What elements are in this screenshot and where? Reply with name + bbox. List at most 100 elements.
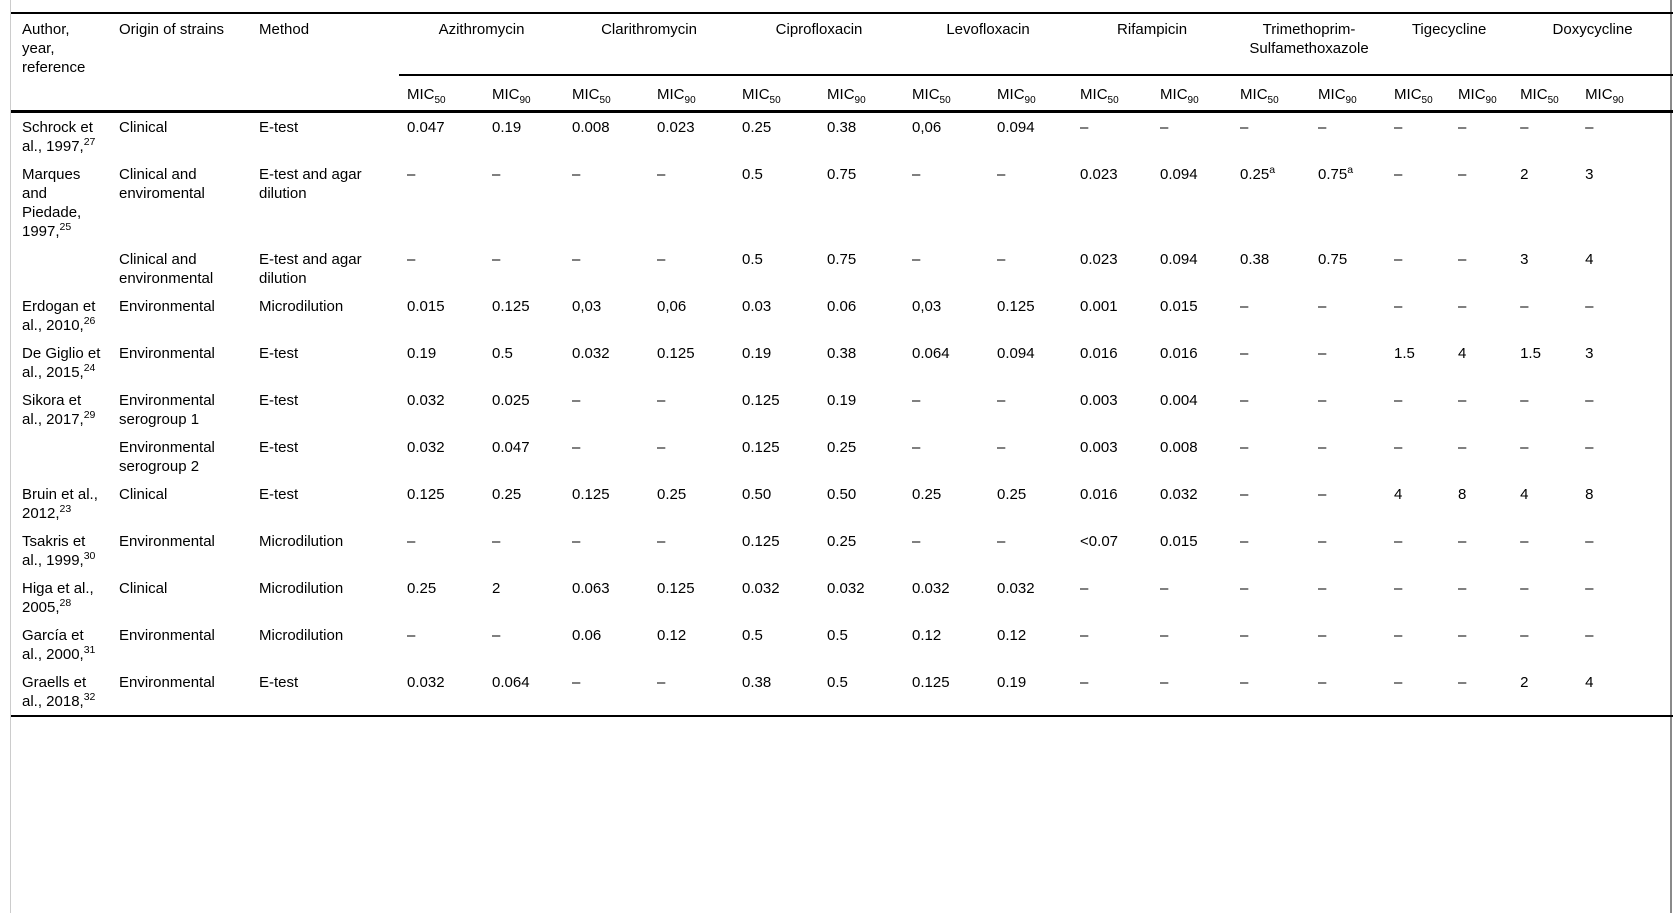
table-row: De Giglio et al., 2015,24 Environmental E-…	[11, 339, 1673, 386]
mic-value-cell: 0.032	[912, 580, 950, 597]
mic-value-cell: –	[492, 627, 501, 644]
table-row: García et al., 2000,31 Environmental Micro…	[11, 621, 1673, 668]
table-row: Clinical and environmental E-test and aga…	[11, 245, 1673, 292]
mic-value-cell: 0.003	[1080, 392, 1118, 409]
mic-value-cell: 0.38	[827, 119, 857, 136]
mic-value-cell: –	[1458, 580, 1467, 597]
mic-value-cell: 0.50	[827, 486, 857, 503]
mic-value-cell: 0,06	[657, 298, 687, 315]
mic-value-cell: –	[1520, 627, 1529, 644]
author-text: Sikora et al., 2017,	[22, 392, 84, 428]
mic-value-cell: –	[407, 533, 416, 550]
method-cell: E-test	[259, 392, 299, 409]
mic-value-cell: 0.032	[1160, 486, 1198, 503]
mic90-header: MIC90	[1152, 75, 1233, 113]
mic-value-cell: –	[1585, 298, 1594, 315]
drug-header-azithromycin: Azithromycin	[399, 13, 565, 76]
mic-value-cell: –	[572, 251, 581, 268]
mic-value-cell: –	[1160, 627, 1169, 644]
mic-value-cell: 0.023	[1080, 251, 1118, 268]
reference-superscript: 28	[59, 597, 72, 609]
mic-value-cell: 0.5	[827, 674, 848, 691]
mic-value-cell: 0.5	[742, 251, 763, 268]
method-cell: E-test	[259, 119, 299, 136]
origin-cell: Environmental	[119, 627, 215, 644]
mic-value-cell: 0.047	[492, 439, 530, 456]
mic-value-cell: 0.75	[827, 166, 857, 183]
mic-value-cell: 4	[1585, 251, 1594, 268]
author-text: García et al., 2000,	[22, 627, 84, 663]
mic-value-cell: 0.008	[572, 119, 610, 136]
mic-value-cell: –	[1160, 119, 1169, 136]
origin-cell: Environmental serogroup 2	[119, 439, 215, 475]
mic-value-cell: –	[572, 674, 581, 691]
origin-cell: Environmental	[119, 533, 215, 550]
mic-value-cell: –	[1240, 533, 1249, 550]
mic-value-cell: 4	[1585, 674, 1594, 691]
method-cell: E-test	[259, 345, 299, 362]
mic50-header: MIC50	[1232, 75, 1311, 113]
mic50-header: MIC50	[564, 75, 650, 113]
mic50-header: MIC50	[1512, 75, 1578, 113]
mic-value-cell: 0.75	[1318, 251, 1348, 268]
mic-value-cell: 0.032	[407, 439, 445, 456]
col-header-author: Author, year, reference	[11, 13, 111, 113]
mic-value-cell: –	[997, 439, 1006, 456]
mic-value-cell: –	[1394, 392, 1403, 409]
mic-value-cell: 0,06	[912, 119, 942, 136]
mic-value-cell: –	[657, 392, 666, 409]
mic-value-cell: 4	[1394, 486, 1403, 503]
mic-value-cell: 0.016	[1080, 345, 1118, 362]
mic-value-cell: 4	[1520, 486, 1529, 503]
mic-value-cell: 0.125	[492, 298, 530, 315]
mic-value-cell: –	[572, 392, 581, 409]
mic-value-cell: –	[1080, 580, 1089, 597]
mic50-header: MIC50	[734, 75, 820, 113]
mic-value-cell: 0.5	[827, 627, 848, 644]
footnote-superscript: a	[1347, 164, 1354, 176]
mic-value-cell: –	[1240, 439, 1249, 456]
mic-value-cell: 0.25	[997, 486, 1027, 503]
drug-header-doxycycline: Doxycycline	[1512, 13, 1674, 76]
mic-value-cell: –	[572, 439, 581, 456]
mic-value-cell: –	[1458, 251, 1467, 268]
mic-value-cell: 0.75a	[1310, 160, 1386, 245]
mic-value-cell: 0.047	[407, 119, 445, 136]
mic-value-cell: 0.19	[997, 674, 1027, 691]
mic-value-cell: 0.125	[407, 486, 445, 503]
mic-value-cell: –	[1160, 674, 1169, 691]
author-cell: Marques and Piedade, 1997,25	[11, 160, 111, 245]
reference-superscript: 29	[83, 409, 96, 421]
method-cell: Microdilution	[259, 580, 344, 597]
mic-value-cell: 0.12	[657, 627, 687, 644]
mic-value-cell: –	[492, 166, 501, 183]
mic-value-cell: 0.015	[407, 298, 445, 315]
mic-value-cell: –	[1318, 486, 1327, 503]
mic-value-text: 0.75	[1318, 166, 1348, 183]
mic-table: Author, year, reference Origin of strain…	[11, 12, 1674, 717]
mic-value-cell: 0.094	[997, 119, 1035, 136]
origin-cell: Environmental serogroup 1	[119, 392, 215, 428]
mic-value-cell: 0.001	[1080, 298, 1118, 315]
mic-value-cell: –	[1240, 674, 1249, 691]
mic-value-cell: 0.032	[407, 392, 445, 409]
mic-value-cell: 0.063	[572, 580, 610, 597]
mic-value-cell: –	[657, 674, 666, 691]
reference-superscript: 24	[83, 362, 96, 374]
table-container: Author, year, reference Origin of strain…	[10, 0, 1674, 913]
mic-value-cell: 0.125	[742, 533, 780, 550]
origin-cell: Clinical	[119, 580, 168, 597]
mic-value-cell: 0.003	[1080, 439, 1118, 456]
drug-header-clarithromycin: Clarithromycin	[564, 13, 735, 76]
method-cell: E-test and agar dilution	[259, 251, 362, 287]
mic-value-cell: –	[912, 251, 921, 268]
reference-superscript: 27	[83, 136, 96, 148]
method-cell: Microdilution	[259, 627, 344, 644]
mic-value-cell: 2	[1520, 166, 1529, 183]
drug-header-levofloxacin: Levofloxacin	[904, 13, 1073, 76]
drug-header-tigecycline: Tigecycline	[1386, 13, 1513, 76]
mic-value-cell: 0.094	[997, 345, 1035, 362]
mic-value-cell: 1.5	[1520, 345, 1541, 362]
author-text: Tsakris et al., 1999,	[22, 533, 86, 569]
method-cell: Microdilution	[259, 298, 344, 315]
